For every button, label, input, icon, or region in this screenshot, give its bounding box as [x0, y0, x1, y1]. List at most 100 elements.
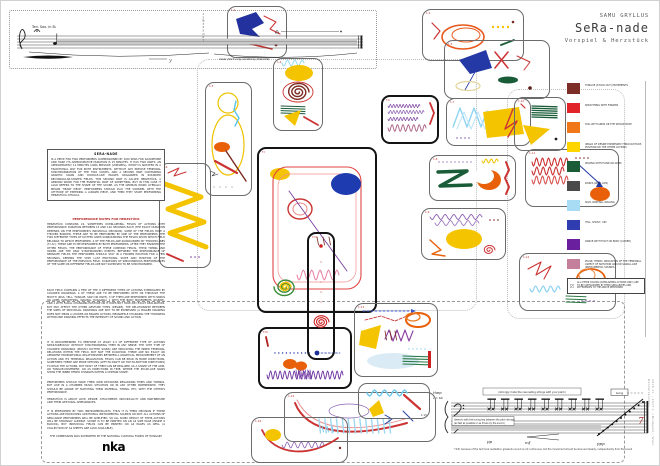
- dynamic-pp: pp: [487, 439, 493, 444]
- legend-color-swatch: [567, 239, 580, 250]
- field-label: 1.7: [450, 99, 455, 104]
- action-field: 1.3: [444, 40, 550, 99]
- legend-item-label: SIGH, PANTING, WAILING: [585, 201, 615, 204]
- crescendo-wedge: [526, 433, 560, 441]
- notes-heading: PERFORMANCE NOTES FOR HERZSTÜCK: [72, 217, 140, 221]
- harp-sustain-band: [451, 425, 601, 429]
- notes-paragraph-5: HERZSTÜCK IS ABOUT LOVE, DESIRE, ATTACHM…: [47, 398, 165, 405]
- legend-other-note: ALL OTHER COLORS (OVERLAPPING ACTIONS ON…: [567, 278, 645, 294]
- field-label: 1.12: [523, 254, 530, 259]
- legend-item-label: TONGUE (STUCK OUT) MOVEMENTS: [585, 84, 628, 87]
- breath-lens-icon: [23, 55, 73, 59]
- field-label: 1.1: [231, 7, 236, 12]
- field-label: 1.9: [425, 209, 430, 214]
- legend-color-swatch: [567, 161, 580, 172]
- svg-text:B♭: B♭: [203, 20, 206, 23]
- action-field: 1.6: [159, 163, 211, 268]
- legend-item: KISSES (WITH LIPS): [567, 180, 645, 201]
- field-label: T.I: [262, 149, 266, 154]
- work-title: SeRa-nade: [574, 21, 649, 35]
- harp-instrument-label: Harp: [433, 391, 442, 395]
- field-label: 1.2: [426, 10, 431, 15]
- svg-text:2: 2: [203, 16, 205, 19]
- field-label: 1.11: [529, 150, 536, 155]
- notes-paragraph-3: IT IS RECOMMENDED TO PERFORM AT LEAST 2-…: [47, 341, 165, 375]
- action-legend: TONGUE (STUCK OUT) MOVEMENTS SMOOTHING WI…: [567, 83, 645, 294]
- field-label: 1.15: [420, 413, 427, 418]
- pen-icon: [570, 284, 574, 288]
- field-label: 1.6: [163, 164, 168, 169]
- action-field: 1.15: [358, 383, 430, 419]
- action-field: 1.8: [429, 155, 516, 201]
- mute-instruction: (strongly mute the resonating strings wi…: [498, 390, 565, 394]
- dynamic-mf: mf: [525, 440, 532, 445]
- score-footnote: * N.B. because of the technical realizat…: [453, 448, 633, 451]
- svg-text:1: 1: [203, 13, 205, 16]
- field-label: 1.14: [288, 393, 295, 398]
- page-number: 7: [638, 417, 644, 427]
- bass-clef-icon: [453, 403, 462, 417]
- notes-paragraph-2: EACH FIELD CONTAINS A FEW OF THE 9 DIFFE…: [47, 289, 165, 319]
- action-field: T.III: [258, 327, 352, 389]
- legend-color-swatch: [567, 258, 580, 269]
- svg-text:3: 3: [203, 23, 205, 26]
- legend-color-swatch: [567, 200, 580, 211]
- action-field: 1.9: [421, 208, 506, 260]
- work-subtitle: Vorspiel & Herzstück: [564, 38, 649, 44]
- field-label: 1.8: [433, 156, 438, 161]
- svg-text:7: 7: [203, 39, 205, 42]
- legend-item: TONGUE (STUCK OUT) MOVEMENTS: [567, 83, 645, 103]
- composer-name: SAMU GRYLLUS: [599, 13, 649, 19]
- gong-label: Gong: [616, 391, 624, 395]
- legend-item-label: SMOOTHING WITH FINGERS: [585, 103, 619, 107]
- field-label: T.IV: [312, 234, 318, 239]
- action-field: 1.16: [251, 417, 348, 463]
- field-label: 1.4: [277, 59, 282, 64]
- action-field: T.IV: [307, 232, 335, 360]
- nka-logo: nka: [102, 440, 126, 454]
- legend-item: PULSE, TEMPO, INDICATION OF THE TEMPORAL…: [567, 258, 645, 279]
- legend-item: SMOOTHING WITH FINGERS: [567, 102, 645, 123]
- legend-other-note-text: ALL OTHER COLORS (OVERLAPPING ACTIONS ON…: [576, 280, 639, 290]
- field-label: 1.5: [209, 83, 214, 88]
- intro-body: IS A PIECE FOR TWO PERFORMERS COMMISSION…: [51, 157, 161, 198]
- date-place-note: 2016.11. - 2017.1. | Budapest - Wien, Do…: [647, 379, 655, 447]
- legend-color-swatch: [567, 102, 580, 113]
- field-label: 1.3: [448, 41, 453, 46]
- dynamic-ppp: ppp: [597, 441, 605, 446]
- muted-note-groups: [487, 398, 604, 411]
- legend-item-label: KISSES (WITH LIPS): [585, 181, 609, 185]
- action-field: 1.10: [514, 97, 566, 151]
- legend-item-label: WAVING WITH HAND OR ARMS: [585, 162, 622, 165]
- legend-item: HUG WITH ARMS OR THE WHOLE BODY: [567, 122, 645, 142]
- legend-color-swatch: [567, 122, 580, 133]
- legend-item: SIGH, PANTING, WAILING: [567, 200, 645, 220]
- intro-title: SERA-NADE: [94, 152, 118, 156]
- sax-instrument-label: Ten. Sax. in B♭: [31, 25, 57, 29]
- legend-item-label: IMAGO OF DESIRE EXPRESSED THROUGH FACE, …: [585, 142, 642, 149]
- legend-item: DANCE WITH FOOT OR BODY (LOWER): [567, 239, 645, 259]
- field-label: T.II: [386, 97, 390, 102]
- field-label: T.III: [263, 329, 268, 334]
- legend-item-label: DANCE WITH FOOT OR BODY (LOWER): [585, 240, 631, 243]
- harp-system: Harp ♩ = 60 (strongly mute the resonatin…: [433, 387, 649, 446]
- tremolo-instruction-2: (as fast as possible or as driven by the…: [454, 422, 505, 425]
- legend-item: WAVING WITH HAND OR ARMS: [567, 161, 645, 181]
- svg-text:5: 5: [203, 30, 205, 33]
- treble-clef-icon: [18, 28, 26, 50]
- intro-box: SERA-NADE IS A PIECE FOR TWO PERFORMERS …: [47, 149, 165, 201]
- action-field: 1.5: [205, 82, 252, 196]
- notes-paragraph-4: PERFORMERS SHOULD MAKE THEIR OWN DECISIO…: [47, 381, 165, 395]
- action-field: T.I: [257, 147, 377, 313]
- action-field: 1.13: [354, 303, 438, 377]
- legend-color-swatch: [567, 219, 580, 230]
- legend-item: YELL, SHOUT, CRY: [567, 219, 645, 240]
- legend-color-swatch: [567, 141, 580, 152]
- action-field: 1.4: [273, 58, 323, 131]
- legend-item-label: HUG WITH ARMS OR THE WHOLE BODY: [585, 123, 633, 126]
- action-field: 1.14: [284, 392, 436, 442]
- commission-credit: THE COMMISSION WAS SUPPORTED BY THE NATI…: [49, 435, 163, 438]
- field-label: 1.13: [358, 304, 365, 309]
- legend-item-label: YELL, SHOUT, CRY: [585, 220, 607, 224]
